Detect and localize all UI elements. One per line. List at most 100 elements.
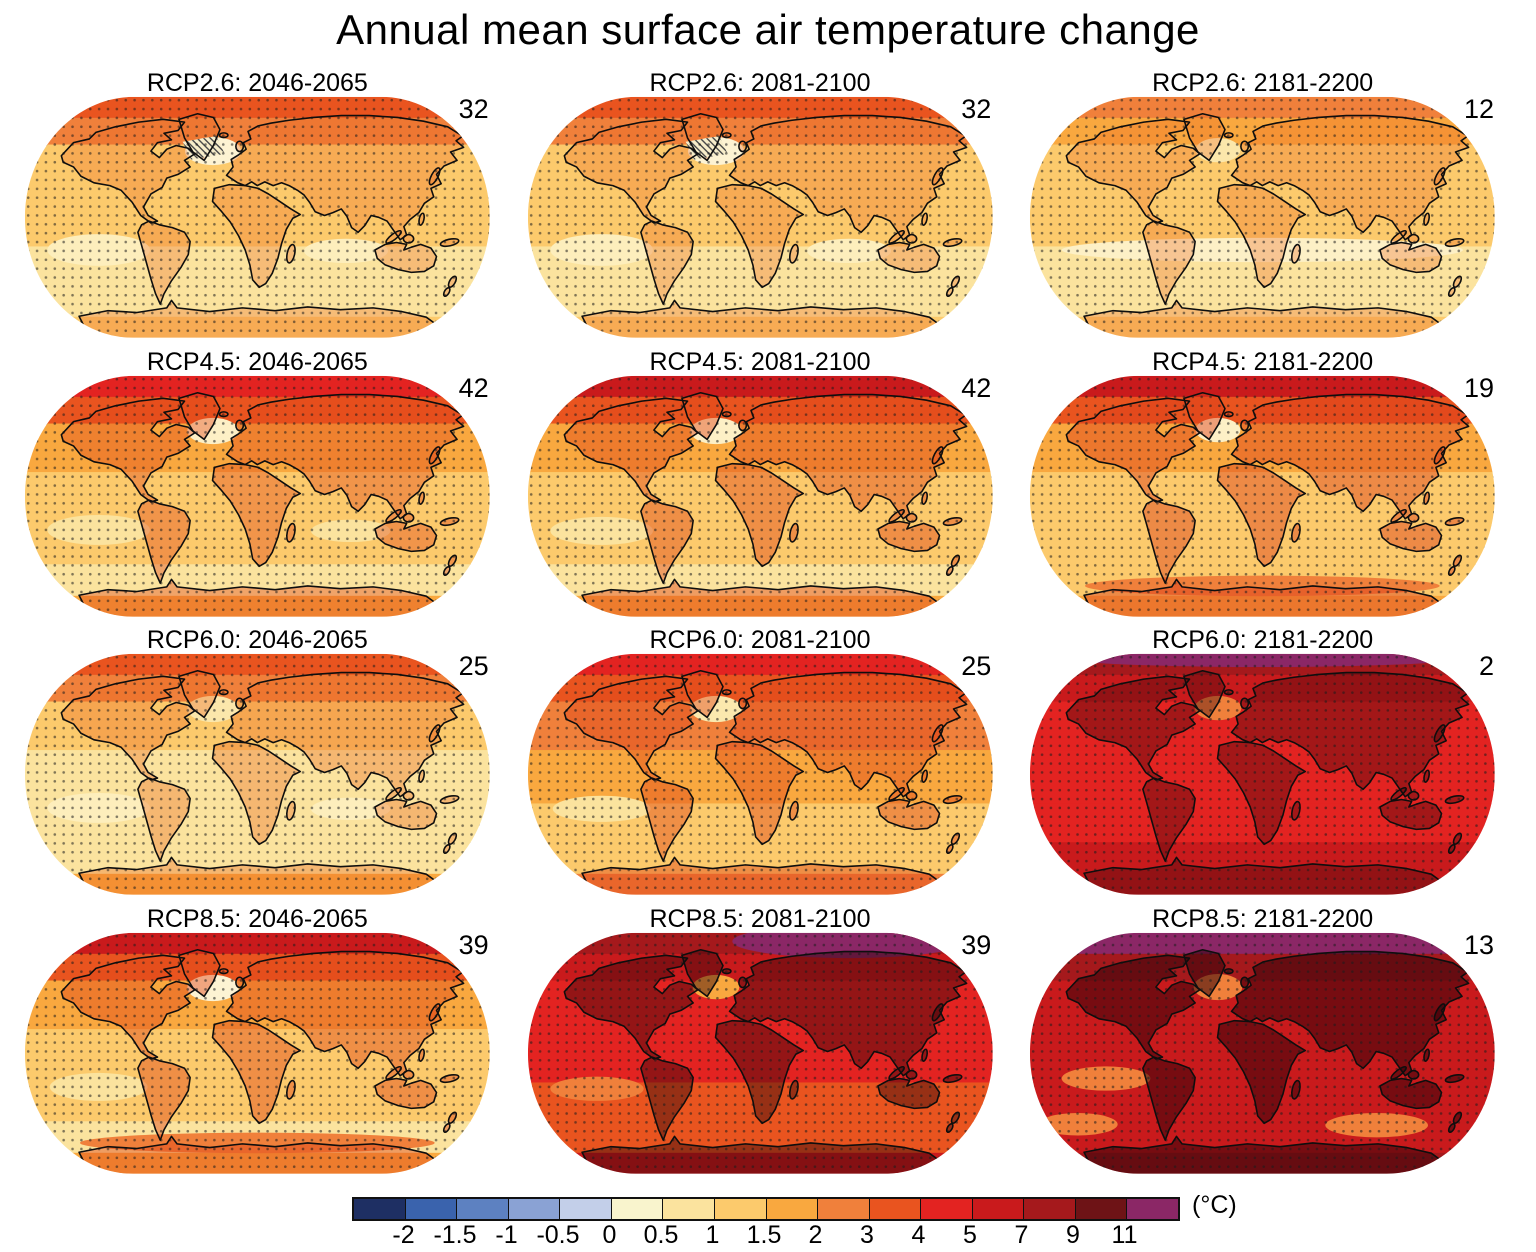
model-count: 39 <box>961 929 992 960</box>
colorbar <box>352 1197 1180 1221</box>
stipple-overlay <box>24 96 490 338</box>
colorbar-segment <box>663 1199 715 1219</box>
model-count: 19 <box>1463 372 1494 403</box>
stipple-overlay <box>24 375 490 617</box>
colorbar-segment <box>508 1199 561 1219</box>
map-panel: RCP6.0: 2081-2100 25 <box>527 627 994 896</box>
panel-title: RCP6.0: 2081-2100 <box>649 626 871 655</box>
map-container: 39 <box>527 929 994 1175</box>
model-count: 32 <box>961 94 992 124</box>
colorbar-tick-label: 0 <box>602 1221 617 1249</box>
colorbar-tick-label: -1 <box>495 1221 518 1249</box>
map-panel: RCP4.5: 2081-2100 42 <box>527 349 994 618</box>
model-count: 13 <box>1463 929 1494 960</box>
world-map <box>1030 375 1496 617</box>
colorbar-segment <box>869 1199 922 1219</box>
model-count: 2 <box>1478 651 1494 682</box>
map-container: 39 <box>24 930 491 1175</box>
stipple-overlay <box>527 96 993 338</box>
colorbar-segment <box>611 1199 664 1219</box>
map-container: 19 <box>1029 372 1496 618</box>
world-map <box>24 375 490 617</box>
colorbar-segment <box>766 1199 819 1219</box>
map-container: 42 <box>24 372 491 618</box>
colorbar-tick-label: -0.5 <box>536 1221 580 1249</box>
panel-title: RCP4.5: 2181-2200 <box>1152 347 1374 376</box>
model-count: 12 <box>1463 94 1494 124</box>
stipple-overlay <box>1030 932 1496 1174</box>
colorbar-tick-label: -2 <box>392 1221 415 1249</box>
world-map <box>527 932 993 1174</box>
stipple-overlay <box>24 654 490 896</box>
colorbar-segment <box>714 1199 767 1219</box>
colorbar-tick-label: 7 <box>1014 1221 1029 1249</box>
world-map <box>1030 654 1496 896</box>
stipple-overlay <box>527 654 993 896</box>
stipple-overlay <box>1030 96 1496 338</box>
model-count: 42 <box>961 372 992 403</box>
stipple-overlay <box>527 932 993 1174</box>
world-map <box>527 375 993 617</box>
colorbar-tick-label: 4 <box>911 1221 926 1249</box>
model-count: 42 <box>458 372 489 403</box>
world-map <box>527 654 993 896</box>
map-panel: RCP8.5: 2081-2100 39 <box>527 906 994 1175</box>
map-container: 2 <box>1029 651 1496 896</box>
colorbar-tick-label: 1 <box>705 1221 720 1249</box>
world-map <box>24 654 490 896</box>
map-container: 32 <box>527 94 994 339</box>
map-container: 25 <box>527 651 994 896</box>
world-map <box>24 932 490 1174</box>
colorbar-tick-label: 0.5 <box>643 1221 679 1249</box>
colorbar-tick-label: -1.5 <box>433 1221 477 1249</box>
map-panel: RCP6.0: 2181-2200 2 <box>1029 627 1496 896</box>
panel-title: RCP2.6: 2081-2100 <box>649 69 871 97</box>
panel-title: RCP8.5: 2181-2200 <box>1152 904 1374 933</box>
world-map <box>24 96 490 338</box>
colorbar-segment <box>560 1199 612 1219</box>
map-panel: RCP8.5: 2046-2065 39 <box>24 906 491 1175</box>
colorbar-segment <box>818 1199 870 1219</box>
model-count: 25 <box>961 651 992 682</box>
model-count: 25 <box>458 651 489 682</box>
colorbar-segment <box>1024 1199 1076 1219</box>
colorbar-segment <box>457 1199 509 1219</box>
colorbar-segment <box>1075 1199 1128 1219</box>
colorbar-segment <box>972 1199 1025 1219</box>
map-panel: RCP2.6: 2081-2100 32 <box>527 70 994 339</box>
colorbar-tick-labels: -2 -1.5 -1 -0.5 0 0.5 1 1.5 2 3 4 5 7 9 11 <box>352 1221 1176 1251</box>
map-container: 32 <box>24 94 491 339</box>
map-panel: RCP6.0: 2046-2065 25 <box>24 627 491 896</box>
stipple-overlay <box>24 932 490 1174</box>
world-map <box>1030 932 1496 1174</box>
map-panel: RCP8.5: 2181-2200 13 <box>1029 906 1496 1175</box>
panel-title: RCP8.5: 2081-2100 <box>649 904 871 933</box>
colorbar-tick-label: 9 <box>1066 1221 1080 1249</box>
panel-title: RCP4.5: 2046-2065 <box>146 347 368 376</box>
stipple-overlay <box>1030 375 1496 617</box>
panel-title: RCP6.0: 2181-2200 <box>1152 626 1374 655</box>
colorbar-segment <box>1127 1199 1178 1219</box>
map-panel: RCP4.5: 2181-2200 19 <box>1029 349 1496 618</box>
map-container: 42 <box>527 372 994 618</box>
panel-title: RCP8.5: 2046-2065 <box>146 904 368 933</box>
colorbar-segment <box>405 1199 458 1219</box>
colorbar-tick-label: 3 <box>860 1221 874 1249</box>
colorbar-tick-label: 2 <box>808 1221 823 1249</box>
stipple-overlay <box>1030 654 1496 896</box>
colorbar-unit-label: (°C) <box>1192 1191 1237 1219</box>
world-map <box>527 96 993 338</box>
colorbar-segment <box>354 1199 406 1219</box>
panel-title: RCP4.5: 2081-2100 <box>649 347 871 376</box>
colorbar-segment <box>921 1199 973 1219</box>
map-container: 25 <box>24 651 491 896</box>
panel-title: RCP2.6: 2181-2200 <box>1152 69 1374 97</box>
stipple-overlay <box>527 375 993 617</box>
world-map <box>1030 96 1496 338</box>
model-count: 32 <box>458 94 489 124</box>
panel-title: RCP2.6: 2046-2065 <box>146 69 368 97</box>
map-container: 13 <box>1029 929 1496 1175</box>
figure-title: Annual mean surface air temperature chan… <box>336 6 1200 53</box>
map-grid: RCP2.6: 2046-2065 32 RCP2.6: 2081-2100 32 RC… <box>24 70 1516 1175</box>
map-panel: RCP2.6: 2046-2065 32 <box>24 70 491 339</box>
